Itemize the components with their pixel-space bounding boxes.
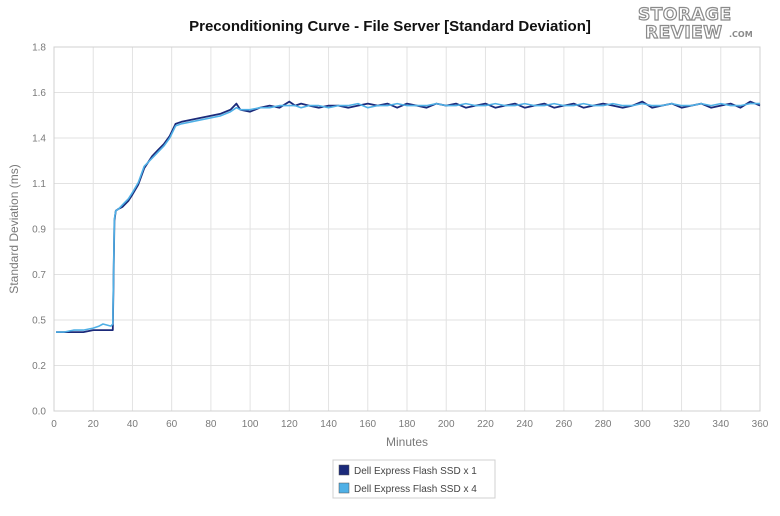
y-tick-label: 1.6: [32, 88, 46, 99]
logo-line-2: REVIEW: [645, 23, 723, 43]
x-tick-label: 0: [51, 419, 57, 430]
y-axis-label: Standard Deviation (ms): [7, 164, 21, 293]
x-tick-label: 160: [359, 419, 376, 430]
x-tick-label: 20: [88, 419, 100, 430]
y-tick-label: 1.8: [32, 43, 46, 54]
x-tick-label: 80: [205, 419, 217, 430]
plot-area: [53, 46, 761, 412]
x-tick-label: 360: [752, 419, 769, 430]
logo-suffix: .COM: [729, 30, 753, 39]
legend-swatch-ssd-x4: [338, 482, 350, 494]
storagereview-logo: STORAGE REVIEW .COM: [637, 4, 753, 43]
x-axis-label: Minutes: [386, 435, 428, 449]
x-tick-label: 220: [477, 419, 494, 430]
y-tick-label: 0.9: [32, 225, 46, 236]
series-line-ssd-x1: [56, 100, 761, 334]
logo-line-1: STORAGE: [638, 5, 732, 25]
y-tick-label: 0.2: [32, 361, 46, 372]
x-tick-label: 240: [516, 419, 533, 430]
x-tick-label: 200: [438, 419, 455, 430]
x-tick-label: 340: [712, 419, 729, 430]
legend-box: [332, 459, 496, 499]
legend-swatch-ssd-x1: [338, 464, 350, 476]
series-lines: [56, 100, 761, 334]
y-axis-ticks: 0.0 0.2 0.5 0.7 0.9 1.1 1.4 1.6 1.8: [32, 43, 46, 418]
legend: Dell Express Flash SSD x 1 Dell Express …: [332, 459, 496, 499]
chart-title: Preconditioning Curve - File Server [Sta…: [189, 18, 591, 35]
y-tick-label: 0.7: [32, 270, 46, 281]
x-tick-label: 120: [281, 419, 298, 430]
x-tick-label: 320: [673, 419, 690, 430]
x-tick-label: 300: [634, 419, 651, 430]
y-tick-label: 0.5: [32, 316, 46, 327]
x-tick-label: 60: [166, 419, 178, 430]
x-tick-label: 180: [399, 419, 416, 430]
x-tick-label: 40: [127, 419, 139, 430]
x-tick-label: 140: [320, 419, 337, 430]
x-tick-label: 280: [595, 419, 612, 430]
x-tick-label: 100: [242, 419, 259, 430]
y-tick-label: 1.1: [32, 179, 46, 190]
y-tick-label: 0.0: [32, 407, 46, 418]
y-tick-label: 1.4: [32, 134, 46, 145]
x-axis-ticks: 0 20 40 60 80 100 120 140 160 180 200 220 240 260 280 3…: [51, 419, 769, 430]
series-line-ssd-x4: [56, 102, 760, 333]
legend-label-ssd-x1: Dell Express Flash SSD x 1: [354, 466, 477, 477]
x-tick-label: 260: [556, 419, 573, 430]
gridlines: [53, 46, 761, 412]
legend-label-ssd-x4: Dell Express Flash SSD x 4: [354, 484, 477, 495]
